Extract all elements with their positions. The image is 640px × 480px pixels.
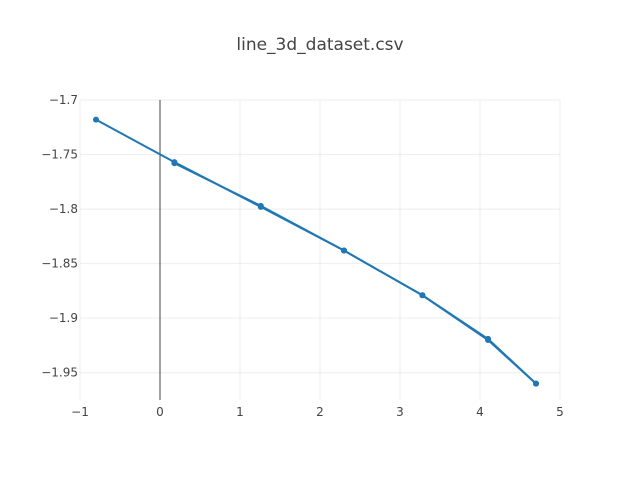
data-point — [257, 202, 264, 209]
data-point — [419, 292, 426, 299]
y-tick-label: −1.8 — [49, 202, 78, 216]
series-line-1 — [95, 118, 537, 385]
x-tick-label: 2 — [316, 405, 324, 419]
y-tick-layer: −1.7 −1.75 −1.8 −1.85 −1.9 −1.95 — [41, 93, 78, 380]
x-tick-label: 4 — [476, 405, 484, 419]
x-tick-label: 1 — [236, 405, 244, 419]
x-tick-label: −1 — [71, 405, 89, 419]
data-point — [485, 337, 491, 343]
y-tick-label: −1.75 — [41, 148, 78, 162]
x-tick-label: 0 — [156, 405, 164, 419]
grid-layer — [79, 99, 561, 400]
series-layer — [95, 118, 537, 385]
x-tick-layer: −1 0 1 2 3 4 5 — [71, 405, 564, 419]
chart-title: line_3d_dataset.csv — [236, 35, 403, 55]
x-tick-label: 5 — [556, 405, 564, 419]
y-tick-label: −1.95 — [41, 366, 78, 380]
series-line-2 — [173, 162, 537, 385]
marker-layer — [93, 116, 539, 387]
y-tick-label: −1.7 — [49, 93, 78, 107]
x-tick-label: 3 — [396, 405, 404, 419]
y-tick-label: −1.9 — [49, 311, 78, 325]
data-point — [171, 160, 178, 167]
y-tick-label: −1.85 — [41, 257, 78, 271]
data-point — [341, 247, 347, 254]
data-point — [533, 380, 539, 387]
data-point — [93, 116, 99, 123]
